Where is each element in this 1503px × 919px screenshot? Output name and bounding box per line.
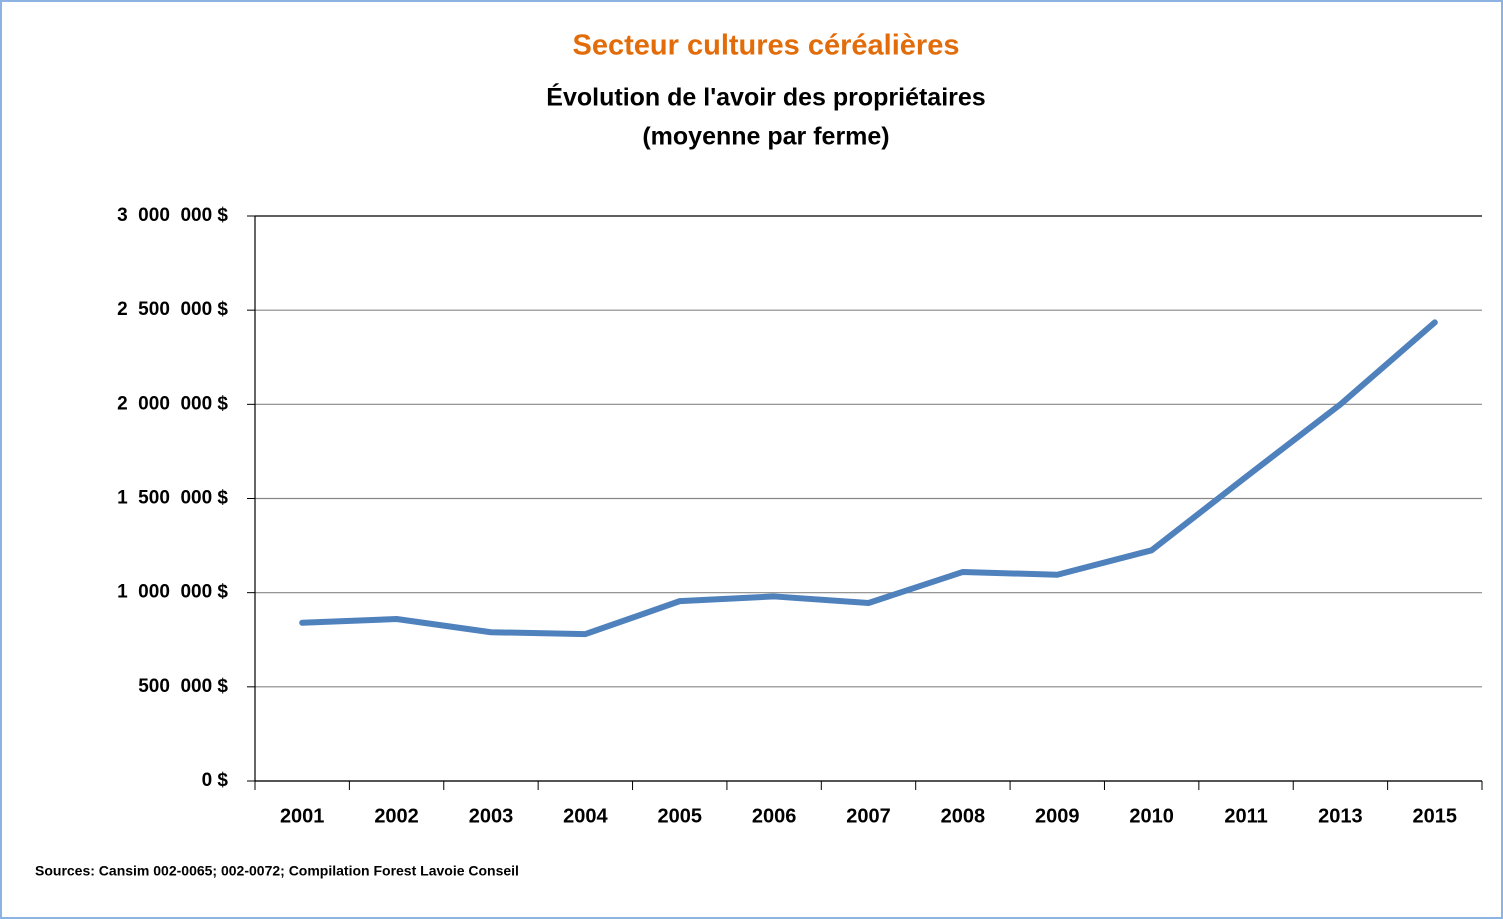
x-tick-label: 2006 — [752, 805, 797, 827]
y-tick-label: 1 500 000 $ — [117, 488, 228, 509]
x-tick-label: 2003 — [469, 805, 514, 827]
x-tick-label: 2001 — [280, 805, 325, 827]
source-note: Sources: Cansim 002-0065; 002-0072; Comp… — [35, 863, 519, 879]
x-tick-label: 2007 — [846, 805, 891, 827]
y-tick-label: 3 000 000 $ — [117, 205, 228, 226]
y-tick-label: 2 000 000 $ — [117, 393, 228, 414]
chart-subtitle: (moyenne par ferme) — [642, 123, 889, 151]
data-line — [299, 319, 1438, 638]
x-tick-label: 2005 — [657, 805, 702, 827]
x-tick-label: 2004 — [563, 805, 608, 827]
y-tick-label: 0 $ — [202, 770, 229, 791]
x-tick-label: 2002 — [374, 805, 419, 827]
y-tick-label: 2 500 000 $ — [117, 299, 228, 320]
x-tick-label: 2011 — [1224, 805, 1267, 827]
y-tick-label: 500 000 $ — [138, 676, 228, 697]
x-tick-label: 2015 — [1413, 805, 1458, 827]
x-tick-label: 2008 — [941, 805, 986, 827]
y-tick-label: 1 000 000 $ — [117, 582, 228, 603]
x-tick-label: 2013 — [1318, 805, 1363, 827]
chart-subtitle: Évolution de l'avoir des propriétaires — [546, 83, 985, 112]
x-tick-label: 2009 — [1035, 805, 1080, 827]
chart-title: Secteur cultures céréalières — [573, 30, 960, 62]
x-tick-label: 2010 — [1129, 805, 1174, 827]
